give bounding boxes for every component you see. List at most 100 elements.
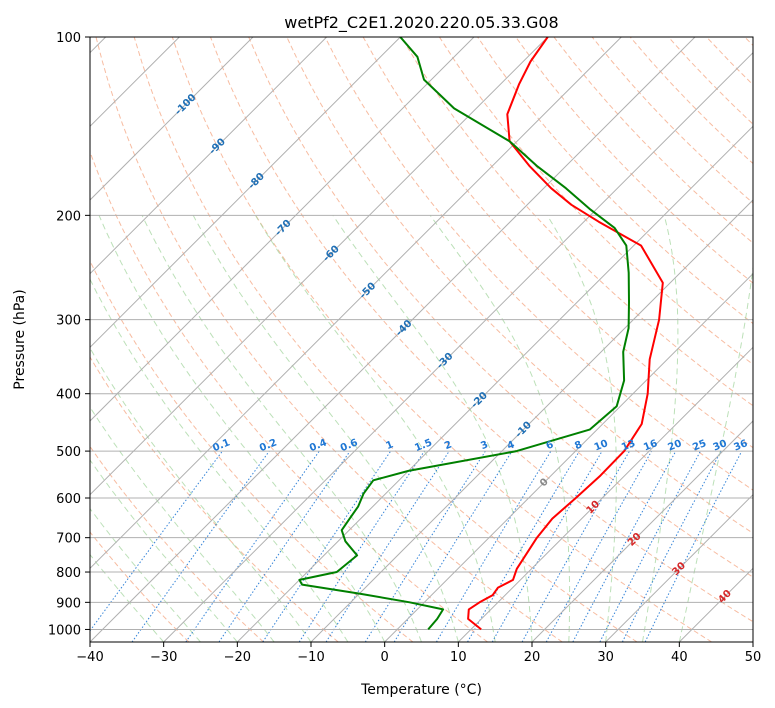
isotherm — [90, 37, 475, 422]
axes: −40 −30 −20 −10 0 10 20 30 40 5010020030040050060… — [48, 31, 761, 665]
moist-adiabat — [90, 278, 349, 642]
mixing-ratio-line — [435, 450, 552, 642]
isotherm — [90, 37, 328, 275]
y-tick-label: 700 — [56, 532, 81, 547]
isotherm — [90, 37, 549, 496]
mixing-ratio-line — [90, 450, 223, 632]
moist-adiabat — [98, 215, 386, 642]
dry-adiabat — [210, 37, 753, 623]
moist-adiabat — [90, 347, 312, 642]
mixing-ratio-label: 13 — [620, 438, 637, 453]
isotherm — [90, 37, 622, 570]
mixing-ratio-label: 2 — [443, 439, 454, 452]
mixing-ratio-line — [521, 450, 630, 642]
mixing-ratio-label: 1 — [384, 439, 395, 452]
x-tick-label: −20 — [224, 650, 251, 665]
x-tick-label: 30 — [597, 650, 614, 665]
mixing-ratio-line — [621, 450, 722, 642]
y-tick-label: 900 — [56, 596, 81, 611]
mixing-ratio-label: 10 — [593, 438, 610, 453]
mixing-ratio-line — [364, 450, 486, 642]
mixing-ratio-line — [467, 450, 580, 642]
background-lines — [90, 37, 753, 642]
y-axis-label: Pressure (hPa) — [12, 289, 28, 389]
moist-adiabat — [429, 215, 571, 642]
dry-adiabat — [90, 356, 339, 642]
isotherm — [163, 51, 753, 642]
isotherm — [531, 420, 753, 642]
temperature-profile — [467, 37, 664, 631]
x-tick-label: −30 — [150, 650, 177, 665]
dry-adiabat — [706, 37, 753, 86]
moist-adiabat — [546, 215, 617, 642]
mixing-ratio-label: 0.1 — [211, 437, 232, 454]
isotherm — [236, 125, 753, 642]
isotherm — [678, 567, 753, 642]
mixing-ratio-label: 3 — [479, 439, 490, 452]
isotherm — [752, 641, 753, 642]
mixing-ratio-line — [325, 450, 450, 642]
mixing-ratio-label: 0.2 — [258, 437, 279, 454]
grid-lines — [90, 37, 753, 642]
isotherm — [384, 272, 753, 642]
mixing-ratio-line — [572, 450, 677, 642]
dry-adiabat — [438, 37, 753, 366]
mixing-ratio-label: 4 — [506, 439, 517, 452]
mixing-ratio-line — [545, 450, 653, 642]
background-labels: 0.1 0.2 0.4 0.6 1 1.5 2 3 4 6 8 10 13 16 20 25 30 36-100-… — [173, 92, 749, 606]
isotherm — [605, 493, 753, 642]
mixing-ratio-line — [599, 450, 701, 642]
y-tick-label: 200 — [56, 209, 81, 224]
mixing-ratio-label: 25 — [691, 438, 708, 453]
moist-adiabat — [332, 215, 533, 642]
mixing-ratio-line — [393, 450, 513, 642]
mixing-ratio-label: 8 — [573, 439, 584, 452]
dry-adiabat — [324, 37, 753, 491]
mixing-ratio-line — [298, 450, 425, 642]
mixing-ratio-label: 0.6 — [339, 437, 360, 454]
mixing-ratio-label: 0.4 — [308, 437, 329, 454]
x-tick-label: 0 — [381, 650, 389, 665]
mixing-ratio-line — [644, 450, 743, 642]
dry-adiabat — [591, 37, 753, 204]
mixing-ratio-line — [262, 450, 392, 642]
moist-adiabat — [192, 215, 459, 642]
mixing-ratio-label: 6 — [545, 439, 556, 452]
mixing-ratio-line — [218, 450, 351, 642]
dry-adiabat — [133, 37, 638, 642]
dry-adiabat — [400, 37, 753, 407]
y-tick-label: 1000 — [48, 623, 81, 638]
mixing-ratio-label: 20 — [666, 438, 683, 453]
isotherm — [90, 37, 401, 349]
plot-frame — [89, 36, 754, 643]
dry-adiabat — [744, 37, 753, 47]
dry-adiabat — [553, 37, 753, 244]
moist-adiabat — [141, 215, 422, 642]
x-tick-label: 50 — [745, 650, 762, 665]
y-tick-label: 100 — [56, 31, 81, 46]
moist-adiabat — [678, 263, 753, 642]
x-tick-label: 10 — [450, 650, 467, 665]
mixing-ratio-label: 36 — [732, 438, 749, 453]
dry-adiabat — [90, 531, 190, 642]
x-tick-label: −10 — [297, 650, 324, 665]
series-lines — [298, 37, 664, 631]
moist-adiabat — [642, 215, 679, 642]
x-axis-label: Temperature (°C) — [360, 682, 482, 698]
y-tick-label: 400 — [56, 388, 81, 403]
dewpoint-profile — [298, 37, 630, 631]
x-tick-label: 20 — [524, 650, 541, 665]
moist-adiabat — [90, 507, 201, 642]
dry-adiabat — [668, 37, 753, 125]
moist-adiabat — [90, 459, 238, 642]
isotherm — [90, 37, 696, 642]
isotherm — [90, 37, 254, 201]
dry-adiabat — [248, 37, 753, 578]
x-tick-label: 40 — [671, 650, 688, 665]
moist-adiabat — [90, 406, 275, 642]
isotherm — [457, 346, 753, 642]
dry-adiabat — [95, 37, 563, 642]
moist-adiabat — [90, 553, 165, 642]
isotherm-label: -90 — [207, 136, 228, 157]
